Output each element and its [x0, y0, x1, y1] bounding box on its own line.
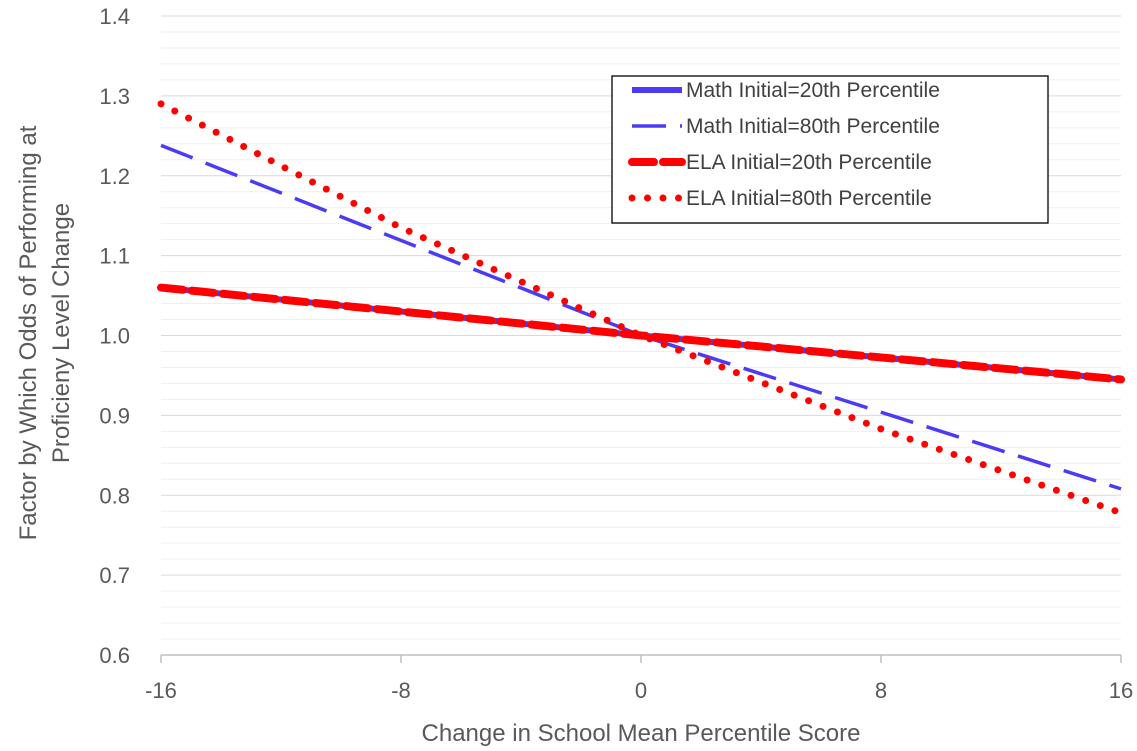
legend: Math Initial=20th Percentile Math Initial…	[611, 75, 1049, 224]
y-tick-label: 1.4	[99, 4, 130, 29]
y-tick-label: 0.9	[99, 403, 130, 428]
y-tick-label: 0.7	[99, 563, 130, 588]
x-tick-label: 0	[635, 678, 647, 703]
y-axis-title-line-2: Proficieny Level Change	[48, 203, 75, 463]
x-axis-title: Change in School Mean Percentile Score	[422, 720, 861, 747]
legend-box	[611, 75, 1049, 224]
y-tick-label: 1.0	[99, 324, 130, 349]
y-axis-title: Factor by Which Odds of Performing at Pr…	[15, 125, 75, 540]
series-lines	[157, 100, 1125, 517]
series-line-math-initial-80th-percentile	[160, 143, 1122, 491]
gridlines	[161, 15, 1121, 640]
y-tick-label: 1.1	[99, 244, 130, 269]
y-tick-label: 1.3	[99, 84, 130, 109]
series-line-ela-initial-20th-percentile	[157, 283, 1125, 384]
x-tick-label: -8	[391, 678, 411, 703]
tick-labels: -16 -8 0 8 16 0.6 0.7 0.8 0.9 1.0 1.1 1.2 1.3 1.4	[99, 4, 1133, 703]
x-tick-label: 16	[1109, 678, 1133, 703]
y-tick-label: 0.8	[99, 483, 130, 508]
legend-label: Math Initial=20th Percentile	[686, 79, 940, 102]
y-tick-label: 0.6	[99, 643, 130, 668]
axes	[160, 654, 1122, 663]
legend-label: ELA Initial=80th Percentile	[686, 187, 932, 210]
x-tick-label: -16	[145, 678, 177, 703]
legend-label: Math Initial=80th Percentile	[686, 115, 940, 138]
legend-label: ELA Initial=20th Percentile	[686, 151, 932, 174]
y-axis-title-line-1: Factor by Which Odds of Performing at	[15, 125, 42, 540]
x-tick-label: 8	[875, 678, 887, 703]
y-tick-label: 1.2	[99, 164, 130, 189]
